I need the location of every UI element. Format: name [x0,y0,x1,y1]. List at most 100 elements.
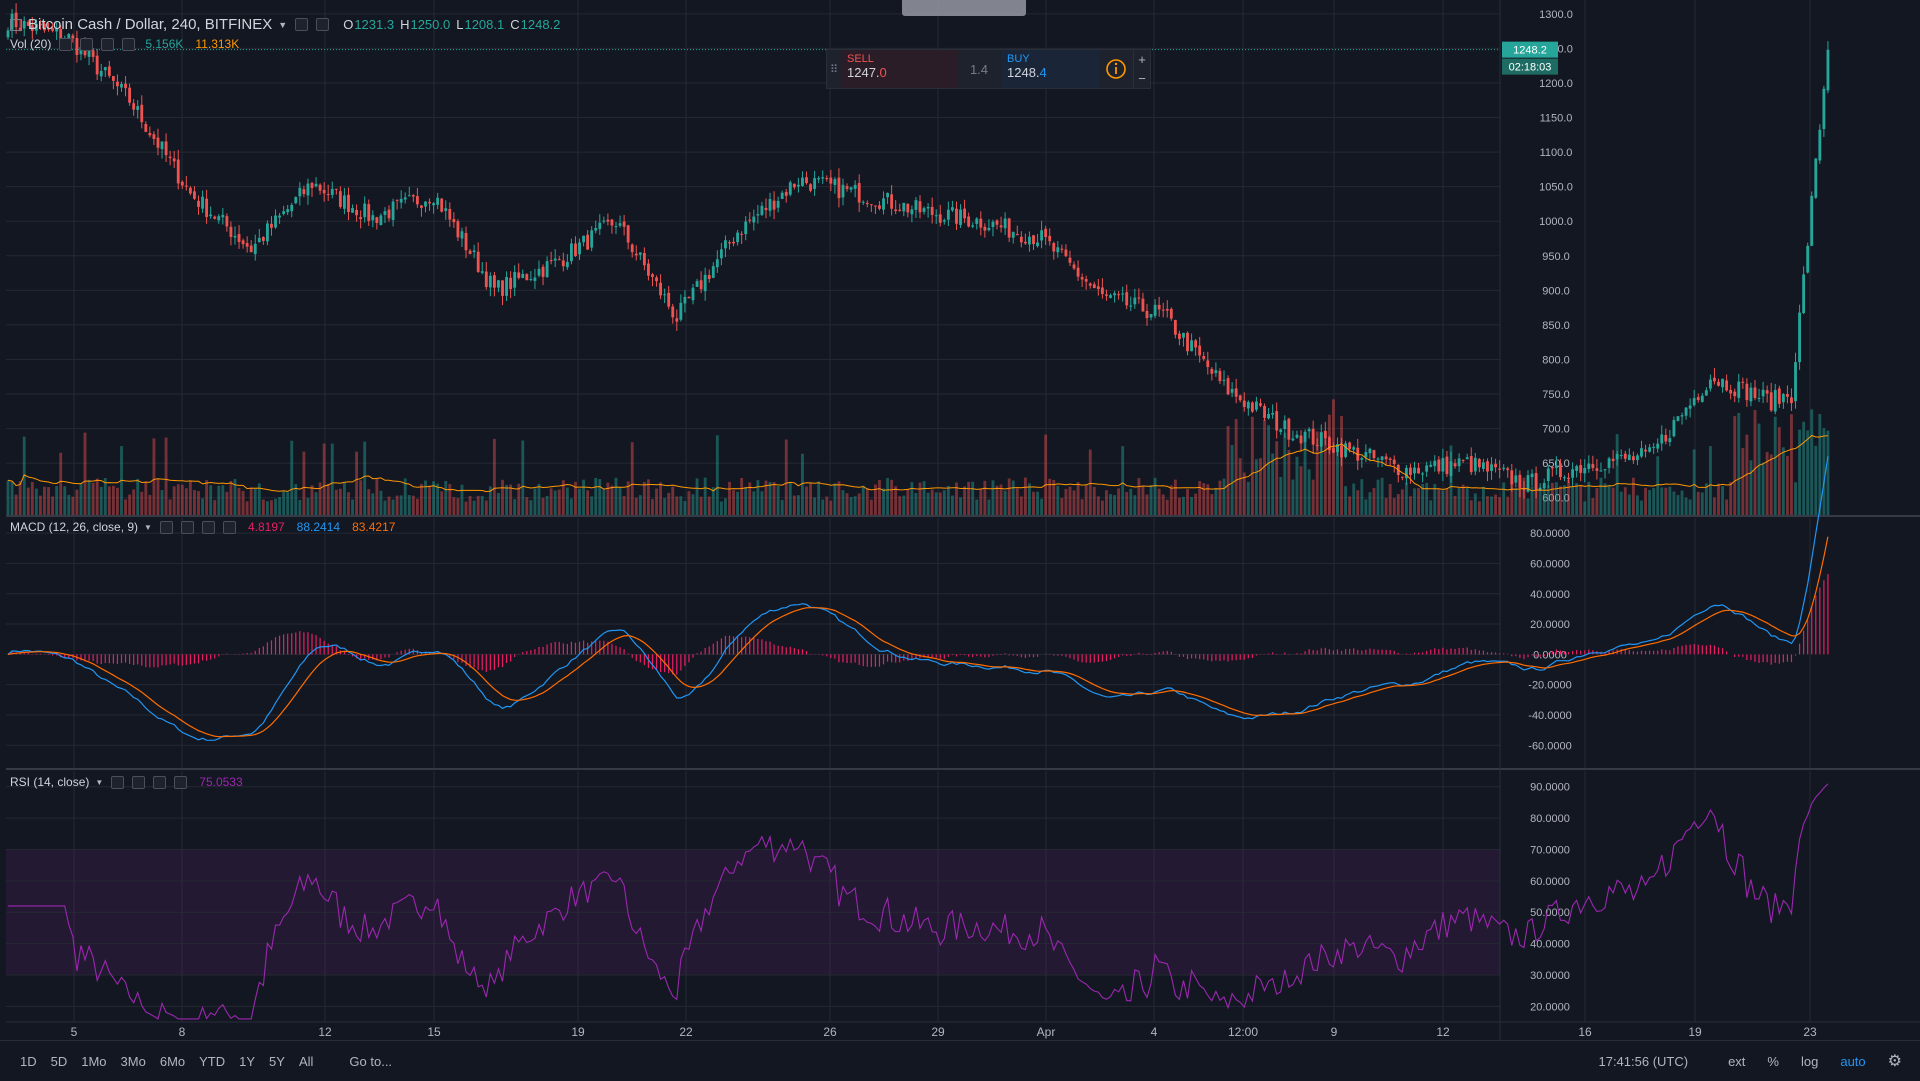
close-icon[interactable] [222,520,236,534]
plus-icon[interactable] [153,775,167,789]
volume-bar [209,485,213,515]
volume-name[interactable]: Vol (20) [10,37,52,51]
volume-bar [367,489,371,515]
candle [614,226,618,228]
volume-bar [926,492,930,515]
volume-bar [111,485,115,515]
candle [983,226,987,231]
time-label-6: 26 [823,1025,837,1039]
range-6mo-button[interactable]: 6Mo [159,1053,186,1069]
chart-canvas[interactable]: 5 8 12 15 19 22 26 29 Apr 4 12:00 9 12 16 19 23 1300.0 12… [0,0,1920,1040]
chevron-down-icon[interactable]: ▼ [95,777,104,787]
candle [553,258,557,261]
open-value: 1231.3 [354,17,395,32]
minus-button[interactable]: − [1138,71,1146,86]
candle [951,207,954,211]
volume-bar [890,479,894,515]
candle [683,296,687,304]
eye-icon[interactable] [159,520,173,534]
settings-icon[interactable] [180,520,194,534]
symbol-title[interactable]: Bitcoin Cash / Dollar, 240, BITFINEX [28,16,273,33]
candle [1380,456,1384,460]
range-all-button[interactable]: All [298,1053,314,1069]
volume-bar [1019,496,1023,515]
sell-button[interactable]: SELL 1247.0 [841,50,957,88]
range-5y-button[interactable]: 5Y [269,1053,285,1069]
info-icon[interactable] [1099,50,1133,88]
candle [521,273,525,278]
quantity-stepper[interactable]: + − [1133,50,1150,88]
plus-icon[interactable] [101,37,115,51]
volume-bar [1246,481,1250,515]
candle [1109,295,1112,298]
drag-grip-icon[interactable]: ⠿ [829,63,839,76]
candle [314,183,318,187]
macd-name[interactable]: MACD (12, 26, close, 9) [10,520,139,534]
eye-icon[interactable] [111,775,125,789]
volume-bar [1182,496,1185,515]
candle [1190,340,1193,352]
volume-bar [1295,456,1299,515]
plus-icon[interactable] [201,520,215,534]
candle [383,211,387,215]
volume-bar [505,485,508,515]
range-3mo-button[interactable]: 3Mo [120,1053,146,1069]
top-drag-handle[interactable] [902,0,1026,16]
range-ytd-button[interactable]: YTD [199,1053,226,1069]
range-1d-button[interactable]: 1D [20,1053,37,1069]
percent-toggle[interactable]: % [1767,1053,1779,1069]
volume-bar [971,481,975,515]
macd-tick-label: 60.0000 [1530,558,1570,570]
candle [707,275,711,279]
ext-toggle[interactable]: ext [1728,1053,1746,1069]
candle [448,208,452,220]
rsi-name[interactable]: RSI (14, close) [10,775,90,789]
close-icon[interactable] [316,18,330,31]
candle [699,280,703,290]
buy-button[interactable]: BUY 1248.4 [1001,50,1099,88]
price-tick-label: 950.0 [1542,251,1570,263]
plus-button[interactable]: + [1138,52,1146,67]
close-icon[interactable] [174,775,188,789]
candle [1538,487,1542,491]
settings-icon[interactable] [80,37,94,51]
volume-bar [1494,494,1497,515]
candle [476,251,480,272]
candle [14,12,18,28]
auto-toggle[interactable]: auto [1840,1053,1866,1069]
volume-bar [1052,480,1056,515]
range-1y-button[interactable]: 1Y [239,1053,256,1069]
candle [274,215,277,228]
log-toggle[interactable]: log [1800,1053,1819,1069]
chevron-down-icon[interactable]: ▼ [278,19,288,30]
volume-bar [1084,484,1088,515]
volume-bar [314,492,318,515]
candle [574,243,577,257]
macd-line [7,456,1829,741]
candle [505,277,508,296]
gear-icon[interactable]: ⚙ [1887,1053,1902,1070]
volume-bar [1676,495,1680,515]
range-1mo-button[interactable]: 1Mo [81,1053,107,1069]
clock[interactable]: 17:41:56 (UTC) [1598,1053,1689,1069]
close-icon[interactable] [122,37,136,51]
candle [1368,448,1372,454]
candle [809,184,812,191]
settings-icon[interactable] [132,775,146,789]
candle [460,231,464,239]
volume-bar [1259,458,1262,515]
candle [1129,305,1133,307]
candle [484,271,488,288]
candle [75,38,79,55]
candle [1246,401,1250,409]
collapse-icon[interactable] [10,18,22,31]
eye-icon[interactable] [59,37,73,51]
settings-icon[interactable] [295,18,309,31]
candle [120,83,123,88]
volume-bar [484,500,488,515]
goto-button[interactable]: Go to... [349,1053,393,1069]
chevron-down-icon[interactable]: ▼ [144,522,152,532]
countdown-label: 02:18:03 [1509,62,1552,74]
range-5d-button[interactable]: 5D [50,1053,68,1069]
candle [845,186,849,189]
